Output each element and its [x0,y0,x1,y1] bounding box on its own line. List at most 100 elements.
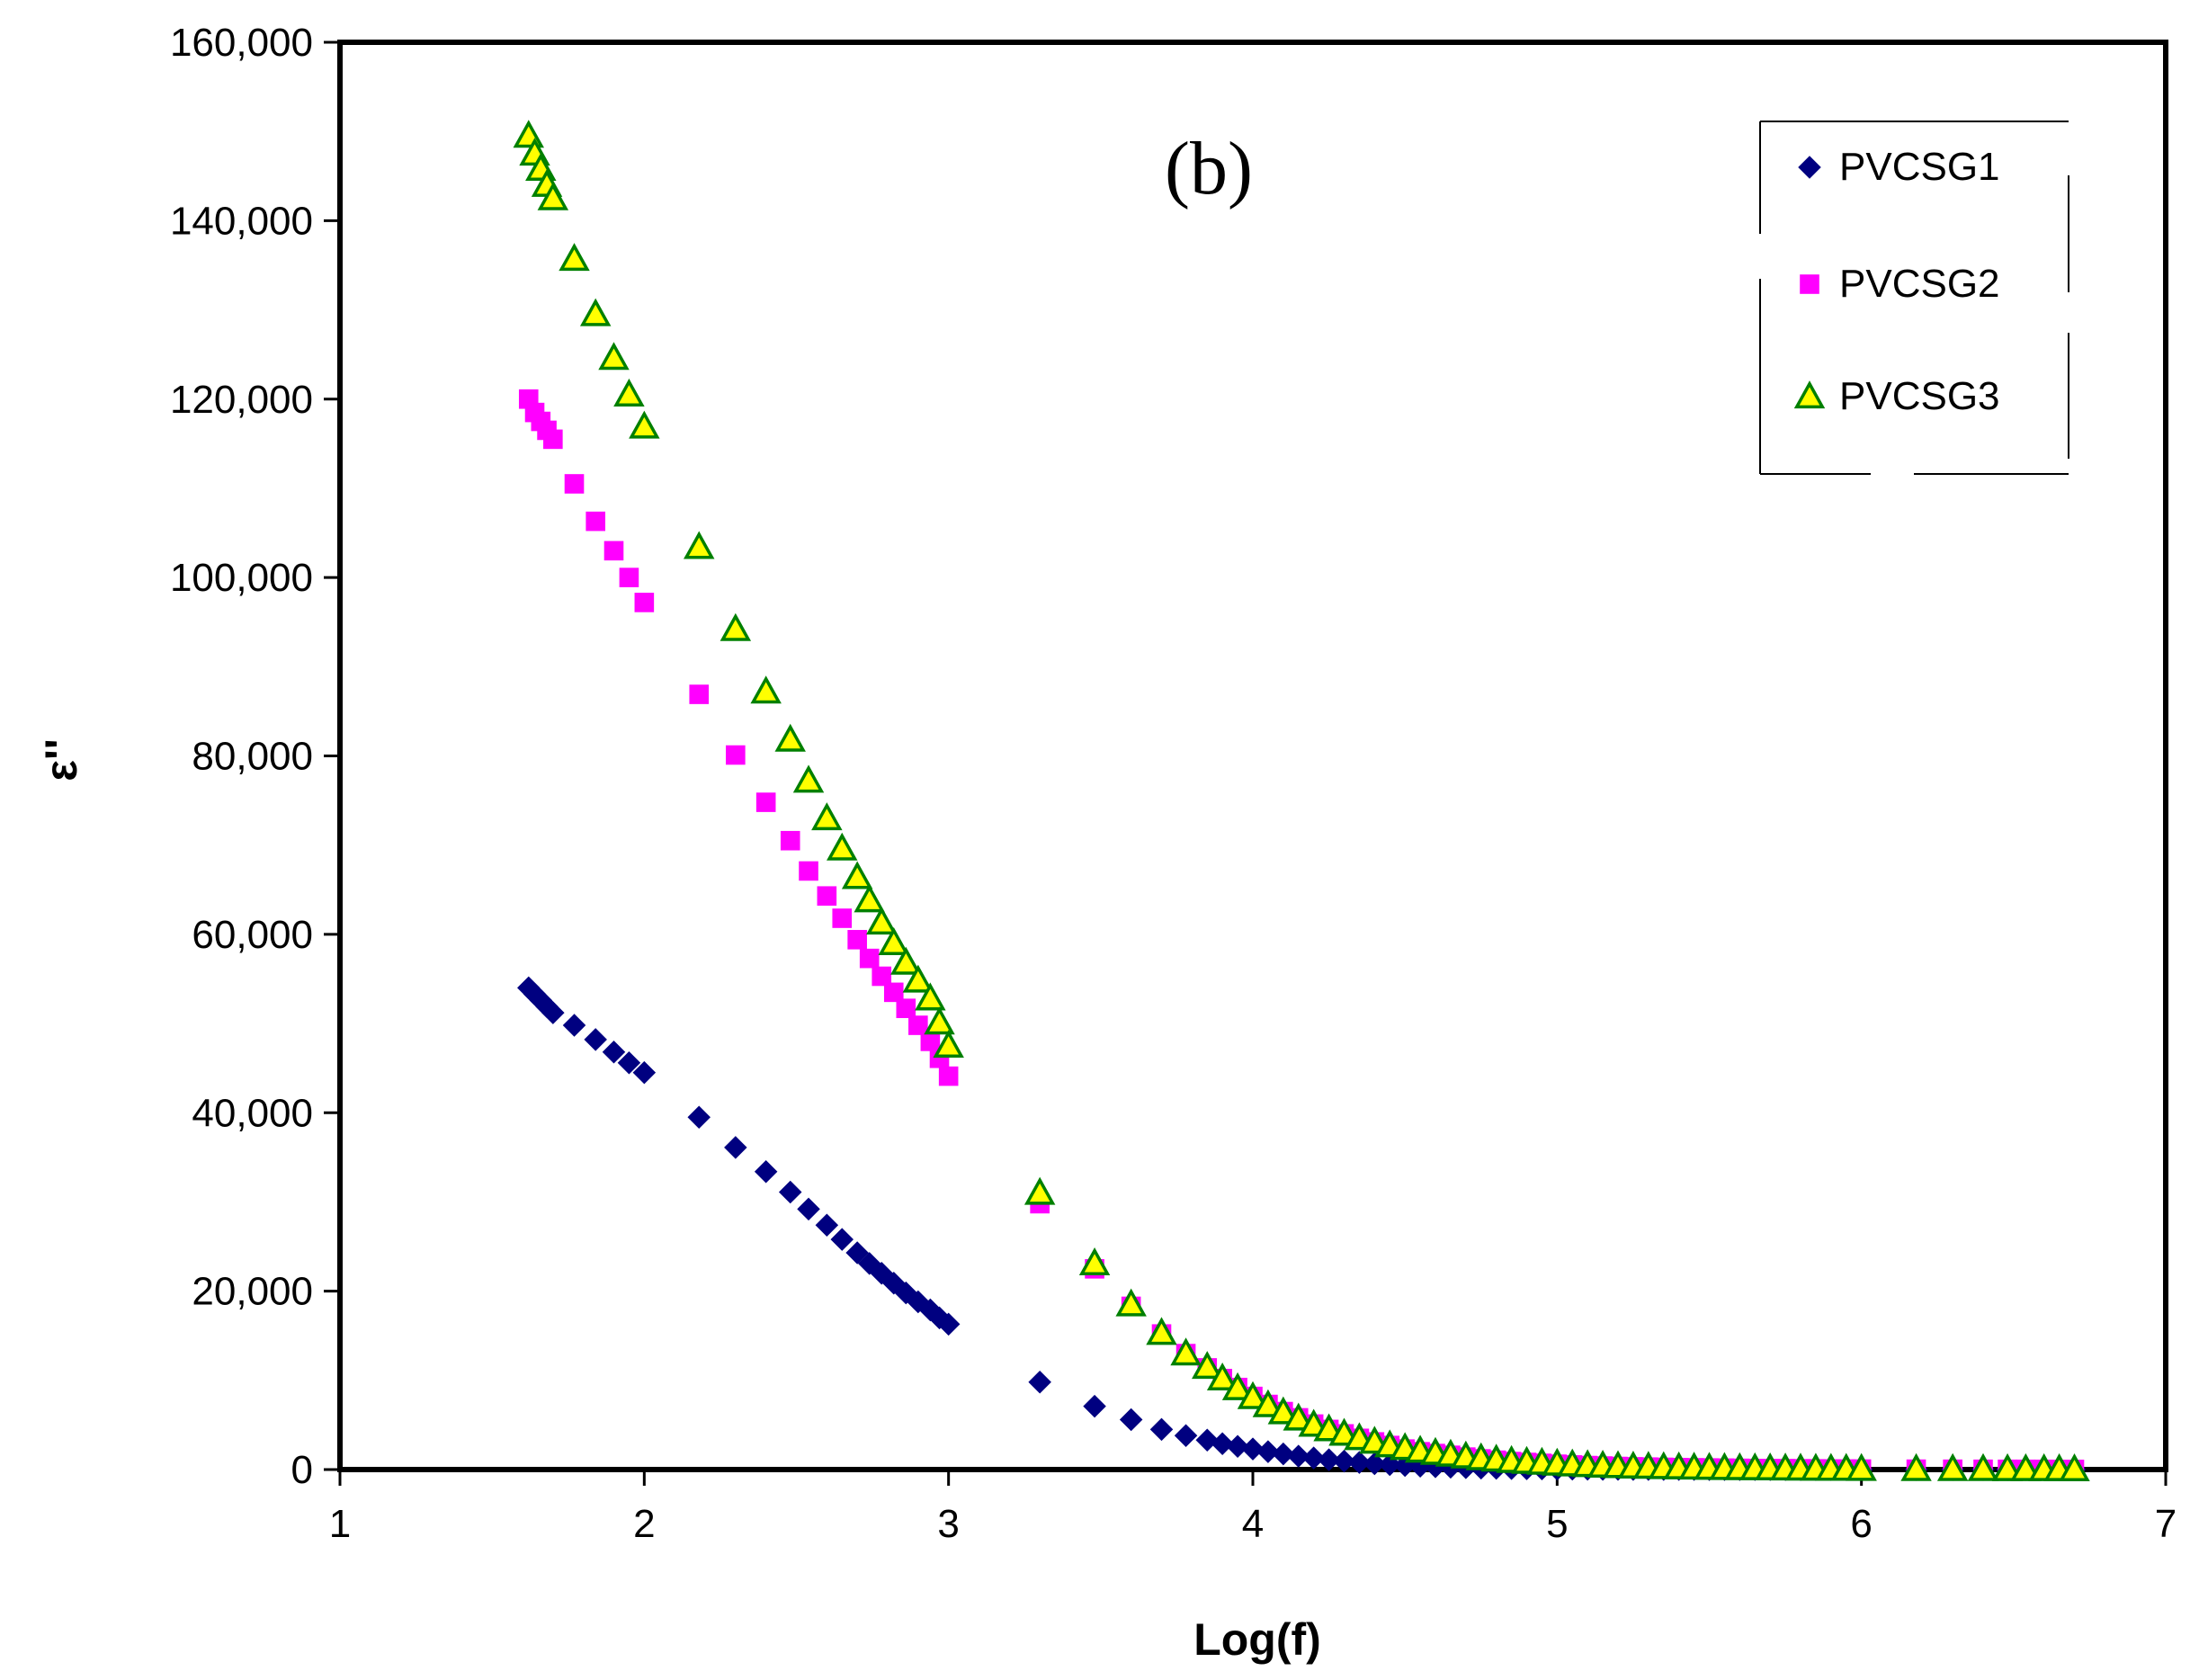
x-tick-label: 5 [1546,1502,1568,1546]
data-point [726,745,746,765]
data-point [584,1028,607,1051]
data-point [924,1006,955,1035]
data-point [754,1159,778,1184]
legend-item-pvcsg3: PVCSG3 [1793,374,2000,418]
data-point [613,378,645,407]
data-point [908,1015,928,1035]
data-point [2010,1452,2042,1481]
data-point [811,802,843,831]
data-point [938,1066,959,1086]
data-point [1028,1371,1051,1394]
data-point [1149,1417,1174,1442]
data-point [1211,1432,1234,1455]
data-point [859,948,880,969]
data-point [1301,1446,1326,1470]
data-point [602,1041,626,1064]
data-point [750,675,782,704]
y-tick-label: 40,000 [192,1091,313,1135]
data-point [1241,1437,1265,1461]
x-tick-label: 2 [633,1502,655,1546]
panel-annotation: (b) [1165,127,1253,210]
y-tick-label: 140,000 [170,199,313,243]
data-point [1174,1424,1198,1448]
data-point [878,926,909,955]
data-point [629,410,660,439]
data-point [537,182,569,210]
data-point [832,908,853,928]
data-point [541,1001,565,1024]
y-tick-label: 100,000 [170,556,313,600]
data-point [1256,1440,1280,1463]
x-tick-label: 6 [1850,1502,1872,1546]
data-point [1332,1449,1356,1473]
legend-marker [1793,380,1826,409]
data-point [1967,1452,1999,1481]
data-point [543,429,563,450]
data-point [689,684,710,704]
legend-label: PVCSG3 [1839,374,2000,418]
series-layer [513,120,2090,1481]
data-point [1192,1351,1223,1380]
data-point [1991,1452,2024,1481]
data-point [1083,1394,1106,1418]
data-point [920,1032,941,1051]
data-point [866,907,898,935]
data-point [1900,1452,1932,1481]
data-point [915,982,946,1011]
x-axis-title: Log(f) [1193,1614,1321,1665]
data-point [687,1105,711,1129]
data-point [1206,1362,1238,1390]
data-point [1252,1389,1284,1417]
data-point [684,531,715,559]
data-point [1146,1317,1177,1345]
data-point [830,1228,854,1251]
data-point [632,1060,657,1085]
data-point [841,861,873,889]
data-point [1078,1247,1111,1276]
data-point [896,998,916,1019]
data-point [817,886,837,907]
data-point [890,946,922,975]
data-point [907,1290,930,1314]
data-point [815,1213,839,1237]
legend-item-pvcsg2: PVCSG2 [1800,262,2000,306]
data-point [1023,1176,1056,1205]
data-point [827,832,858,861]
data-point [562,1014,586,1037]
x-tick-label: 3 [937,1502,959,1546]
y-tick-label: 60,000 [192,913,313,957]
legend-label: PVCSG1 [1839,145,2000,189]
data-point [872,966,892,987]
data-point [1119,1407,1143,1432]
data-point [774,723,806,752]
data-point [902,964,934,993]
y-tick-label: 20,000 [192,1270,313,1314]
data-point [603,541,624,561]
data-point [755,792,776,812]
y-axis-title: ε'' [36,738,86,782]
data-point [1283,1402,1314,1431]
data-point [780,830,800,851]
y-tick-label: 160,000 [170,21,313,65]
data-point [724,1136,747,1159]
legend-marker [1800,274,1819,294]
data-point [617,1050,641,1075]
data-point [792,764,825,793]
data-point [1237,1381,1269,1409]
plot-area [337,40,2168,1472]
data-point [847,930,867,950]
data-point [598,342,630,371]
legend-marker [1798,156,1821,179]
legend: PVCSG1 PVCSG2 PVCSG3 [1759,121,2069,475]
data-point [2059,1452,2090,1481]
y-axis: 0 20,000 40,000 60,000 80,000 100,000 120,000 1… [170,21,340,1492]
data-point [797,1197,820,1221]
y-tick-label: 120,000 [170,378,313,422]
y-tick-label: 0 [291,1448,313,1492]
data-point [799,861,818,881]
x-tick-label: 4 [1242,1502,1264,1546]
data-point [1287,1444,1310,1468]
data-point [1317,1448,1341,1471]
data-point [1170,1337,1202,1366]
